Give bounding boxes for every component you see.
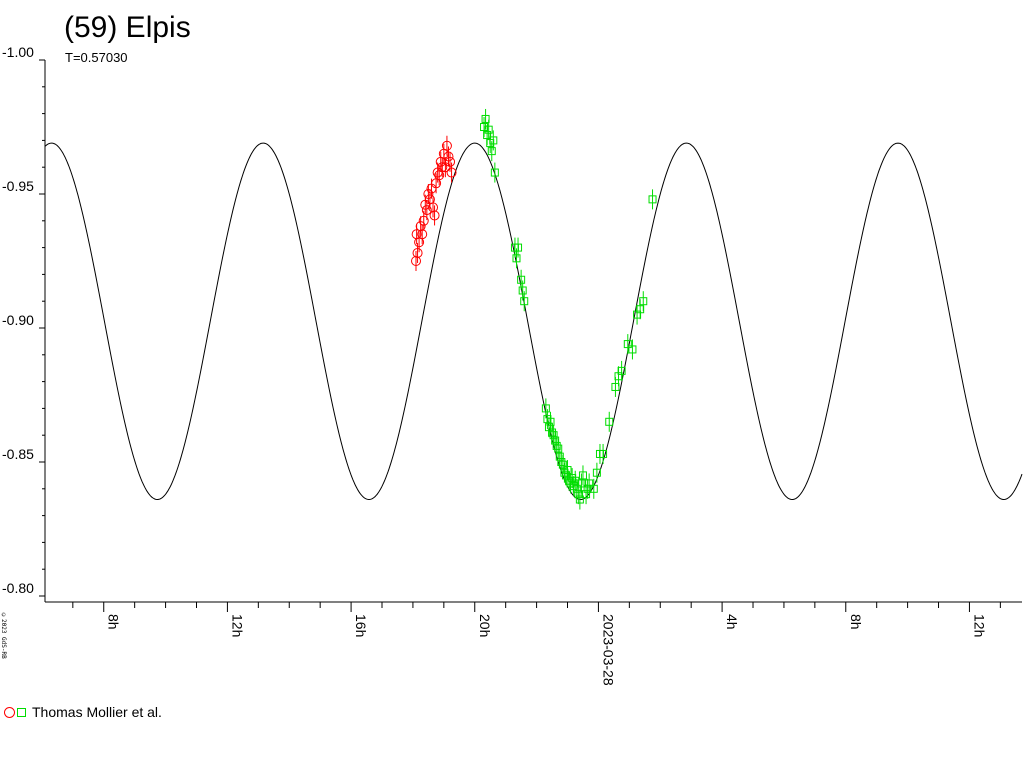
data-point-square <box>490 168 499 177</box>
x-tick-label: 12h <box>971 614 987 637</box>
data-point-square <box>582 490 591 499</box>
legend-circle-marker <box>4 706 15 718</box>
data-point-circle <box>437 162 448 173</box>
data-point-square <box>514 243 523 252</box>
data-point-square <box>583 484 592 493</box>
data-point-square <box>481 114 490 123</box>
data-point-square <box>557 458 566 466</box>
data-point-circle <box>417 229 428 240</box>
y-axis-ticks: -1.00 -0.95 -0.90 -0.85 -0.80 <box>2 44 45 597</box>
data-point-circle <box>418 215 429 226</box>
data-point-square <box>599 449 608 458</box>
data-point-square <box>554 444 563 453</box>
data-point-circle <box>429 210 440 221</box>
data-point-circle <box>423 189 434 199</box>
data-point-square <box>489 136 498 145</box>
data-point-square <box>558 460 567 469</box>
data-point-square <box>518 286 527 295</box>
data-point-square <box>589 484 598 493</box>
data-point-square <box>552 441 561 450</box>
x-tick-label: 12h <box>229 614 245 637</box>
y-tick-label: -1.00 <box>2 44 34 60</box>
data-point-square <box>574 490 583 499</box>
data-point-square <box>546 417 555 426</box>
data-point-square <box>572 484 581 493</box>
data-point-circle <box>411 256 422 266</box>
data-point-square <box>617 366 626 375</box>
data-point-circle <box>445 156 456 167</box>
data-point-square <box>592 468 601 477</box>
data-point-circle <box>428 202 439 213</box>
chart-subtitle: T=0.57030 <box>65 50 128 65</box>
data-point-square <box>487 147 496 156</box>
legend-label: Thomas Mollier et al. <box>32 704 162 720</box>
observations-red-series <box>411 135 457 271</box>
legend-square-marker <box>17 707 26 717</box>
data-point-square <box>541 404 550 413</box>
y-tick-label: -0.90 <box>2 312 34 328</box>
model-lightcurve <box>44 142 1023 501</box>
data-point-square <box>575 495 584 504</box>
data-point-square <box>563 466 572 475</box>
data-point-circle <box>415 221 426 232</box>
data-point-circle <box>443 151 454 162</box>
x-tick-label: 8h <box>848 614 864 630</box>
x-tick-label: 8h <box>106 614 122 630</box>
data-point-square <box>628 345 637 354</box>
x-tick-label: 20h <box>477 614 493 637</box>
data-point-square <box>623 340 632 349</box>
data-point-square <box>512 254 521 263</box>
y-tick-label: -0.80 <box>2 580 34 596</box>
x-axis-ticks: 8h 12h 16h 20h 2023-03-28 4h 8h 12h <box>72 602 1001 686</box>
data-point-circle <box>446 167 457 178</box>
data-point-square <box>549 431 558 440</box>
data-point-square <box>611 382 620 391</box>
y-tick-label: -0.95 <box>2 178 34 194</box>
axes <box>44 60 1022 603</box>
data-point-square <box>577 479 586 488</box>
data-point-square <box>639 297 648 306</box>
data-point-square <box>520 297 529 306</box>
copyright-credit: ©2023 GdS-RB <box>0 612 7 659</box>
x-tick-label: 4h <box>724 614 740 630</box>
data-point-square <box>571 476 580 485</box>
legend: Thomas Mollier et al. <box>4 704 162 720</box>
data-point-square <box>585 479 594 488</box>
data-point-square <box>517 275 526 284</box>
data-point-square <box>484 125 493 134</box>
x-tick-label: 16h <box>353 614 369 637</box>
data-point-square <box>648 195 657 204</box>
data-point-circle <box>441 140 452 151</box>
data-point-square <box>605 417 614 426</box>
chart-title: (59) Elpis <box>64 11 191 44</box>
y-tick-label: -0.85 <box>2 446 34 462</box>
observations-green-series <box>480 108 657 510</box>
data-point-circle <box>421 205 432 216</box>
x-tick-label: 2023-03-28 <box>600 614 616 686</box>
data-point-square <box>578 471 587 480</box>
data-point-circle <box>412 247 423 258</box>
